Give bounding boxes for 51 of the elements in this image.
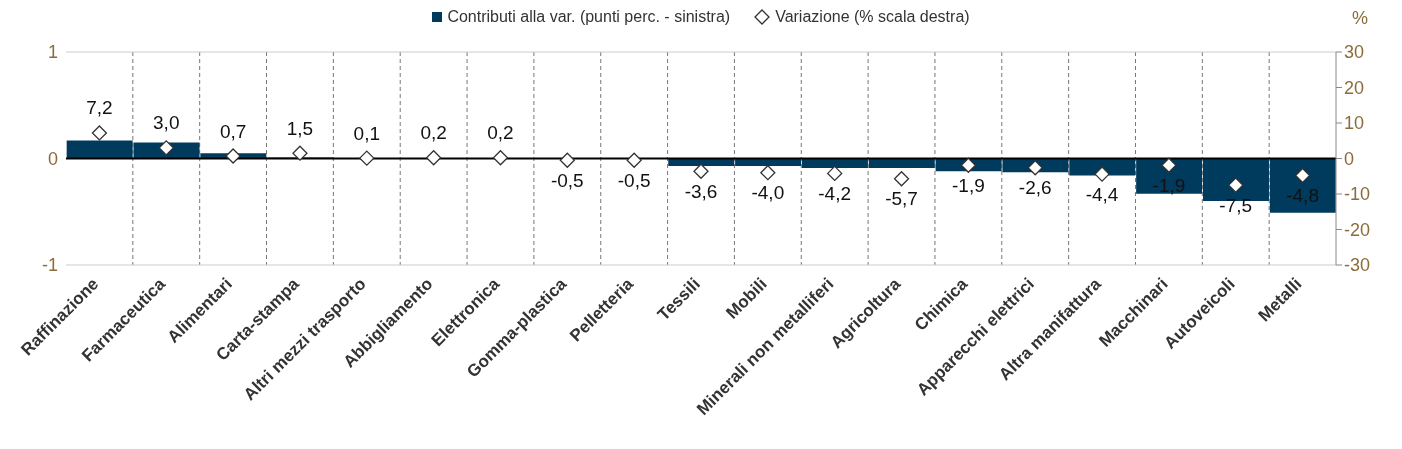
point (492, 150, 509, 166)
point (359, 150, 375, 166)
y2-tick-label: 30 (1344, 42, 1365, 63)
data-label: -2,6 (1018, 177, 1052, 199)
point (225, 148, 241, 164)
legend-label: Contributi alla var. (punti perc. - sinistra) (447, 8, 731, 26)
legend-label: Variazione (% scala destra) (775, 8, 970, 26)
point (1294, 167, 1311, 184)
point (1027, 160, 1043, 176)
data-label: 0,7 (219, 120, 247, 142)
point (559, 152, 575, 168)
y2-tick-label: -30 (1344, 255, 1371, 276)
data-label: -7,5 (1219, 194, 1253, 216)
data-label: -5,7 (885, 188, 918, 210)
point (158, 140, 174, 156)
data-label: 1,5 (286, 117, 314, 139)
y-tick-label: 1 (47, 42, 58, 63)
point (292, 145, 308, 161)
point (1228, 177, 1244, 193)
y2-tick-label: -10 (1344, 184, 1371, 205)
data-label: -1,9 (951, 174, 985, 196)
data-label: 0,2 (420, 122, 447, 144)
y2-tick-label: 20 (1344, 77, 1365, 98)
data-label: -0,5 (617, 169, 651, 191)
y2-tick-label: 10 (1344, 113, 1365, 134)
data-label: -3,6 (684, 180, 718, 202)
data-label: 0,2 (487, 122, 514, 144)
point (693, 163, 709, 179)
data-label: 0,1 (353, 122, 380, 144)
point (1094, 166, 1110, 182)
y2-tick-label: -20 (1344, 219, 1371, 240)
point (893, 171, 910, 187)
point (1161, 157, 1177, 173)
data-label: -4,0 (751, 182, 785, 204)
y-tick-label: -1 (41, 255, 58, 276)
y2-axis-title: % (1351, 8, 1368, 29)
y2-tick-label: 0 (1344, 148, 1355, 169)
y-tick-label: 0 (47, 148, 58, 169)
data-label: -1,9 (1152, 174, 1186, 196)
data-label: -4,4 (1085, 183, 1119, 205)
point (827, 165, 843, 182)
data-label: -4,2 (818, 182, 852, 204)
data-label: -0,5 (550, 169, 584, 191)
point (760, 165, 776, 181)
point (960, 157, 977, 173)
data-label: 3,0 (153, 112, 180, 134)
data-label: -4,8 (1286, 185, 1319, 207)
point (626, 152, 642, 168)
point (91, 125, 108, 141)
data-label: 7,2 (86, 97, 113, 119)
point (425, 150, 442, 166)
